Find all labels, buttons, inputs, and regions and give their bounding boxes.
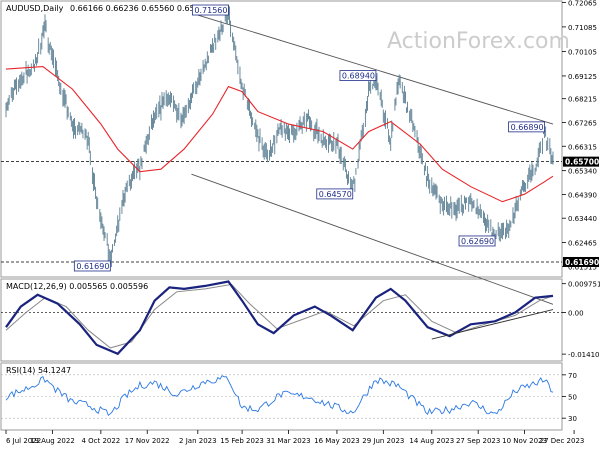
annotation-label-5: 0.61690 [76,262,109,271]
macd-tick-label: 0.00 [568,309,584,317]
annotation-label-3: 0.64570 [319,190,352,199]
x-tick-label: 6 Jul 2022 [6,437,41,445]
macd-layer [1,280,562,356]
x-tick-label: 2 Jan 2023 [179,437,217,445]
price-tag-box-0 [563,156,599,167]
price-tick-label: 0.66315 [568,143,597,151]
price-tick-label: 0.62465 [568,240,597,248]
x-tick-label: 17 Nov 2022 [125,437,170,445]
x-tick-label: 27 Dec 2023 [540,437,585,445]
price-tick-label: 0.67265 [568,119,597,127]
x-tick-label: 14 Aug 2023 [409,437,454,445]
x-tick-label: 29 Jun 2023 [362,437,404,445]
x-tick-label: 27 Sep 2023 [456,437,500,445]
x-tick-label: 4 Oct 2022 [81,437,120,445]
x-tick-label: 31 Mar 2023 [266,437,310,445]
price-tick-label: 0.71085 [568,24,597,32]
price-tick-label: 0.72065 [568,0,597,7]
annotation-box-2 [508,121,545,133]
macd-trendline [431,309,554,340]
price-tick-label: 0.68215 [568,96,597,104]
x-tick-label: 15 Feb 2023 [220,437,264,445]
annotation-box-4 [458,235,496,247]
channel-upper-line [197,14,554,125]
price-tick-label: 0.70105 [568,48,597,56]
annotation-box-5 [73,260,111,272]
price-tag-label-1: 0.61690 [565,258,599,267]
annotation-box-0 [191,4,229,16]
moving-average-line [5,66,554,203]
price-tick-label: 0.64390 [568,191,597,199]
price-panel-frame [0,0,563,278]
macd-title: MACD(12,26,9) 0.005565 0.005596 [6,282,148,291]
ohlc-readout: 0.66166 0.66236 0.65560 0.65620 [70,4,210,13]
rsi-tick-label: 50 [568,394,577,402]
rsi-tick-label: 30 [568,415,577,423]
annotation-label-0: 0.71560 [194,6,227,15]
price-tick-label: 0.61515 [568,263,597,271]
price-tick-label: 0.65340 [568,168,597,176]
x-tick-label: 19 Aug 2022 [30,437,75,445]
axes-layer: 0.72065 0.71085 0.70105 0.69125 0.68215 0.672… [5,0,600,445]
annotation-label-2: 0.66890 [511,123,544,132]
rsi-title: RSI(14) 54.1247 [6,366,71,375]
rsi-tick-label: 70 [568,372,577,380]
macd-panel-frame [0,278,563,362]
x-tick-label: 10 Nov 2023 [502,437,547,445]
annotation-label-4: 0.62690 [461,237,494,246]
channel-lower-line [191,173,554,305]
macd-tick-label: 0.009751 [568,281,600,289]
x-tick-label: 16 May 2023 [314,437,360,445]
price-tag-box-1 [563,256,599,267]
watermark: ActionForex.com [387,29,570,54]
price-tick-label: 0.63440 [568,215,597,223]
annotation-label-1: 0.68940 [342,72,375,81]
price-layer: 0.71560 0.68940 0.66890 0.64570 0.62690 0.616… [1,4,562,305]
annotation-box-1 [339,70,377,81]
chart-title: AUDUSD,Daily [6,4,64,13]
price-tick-label: 0.69125 [568,73,597,81]
rsi-line [5,375,554,417]
price-tag-label-0: 0.65700 [565,158,599,167]
rsi-layer [1,374,562,419]
annotation-box-3 [316,188,354,200]
